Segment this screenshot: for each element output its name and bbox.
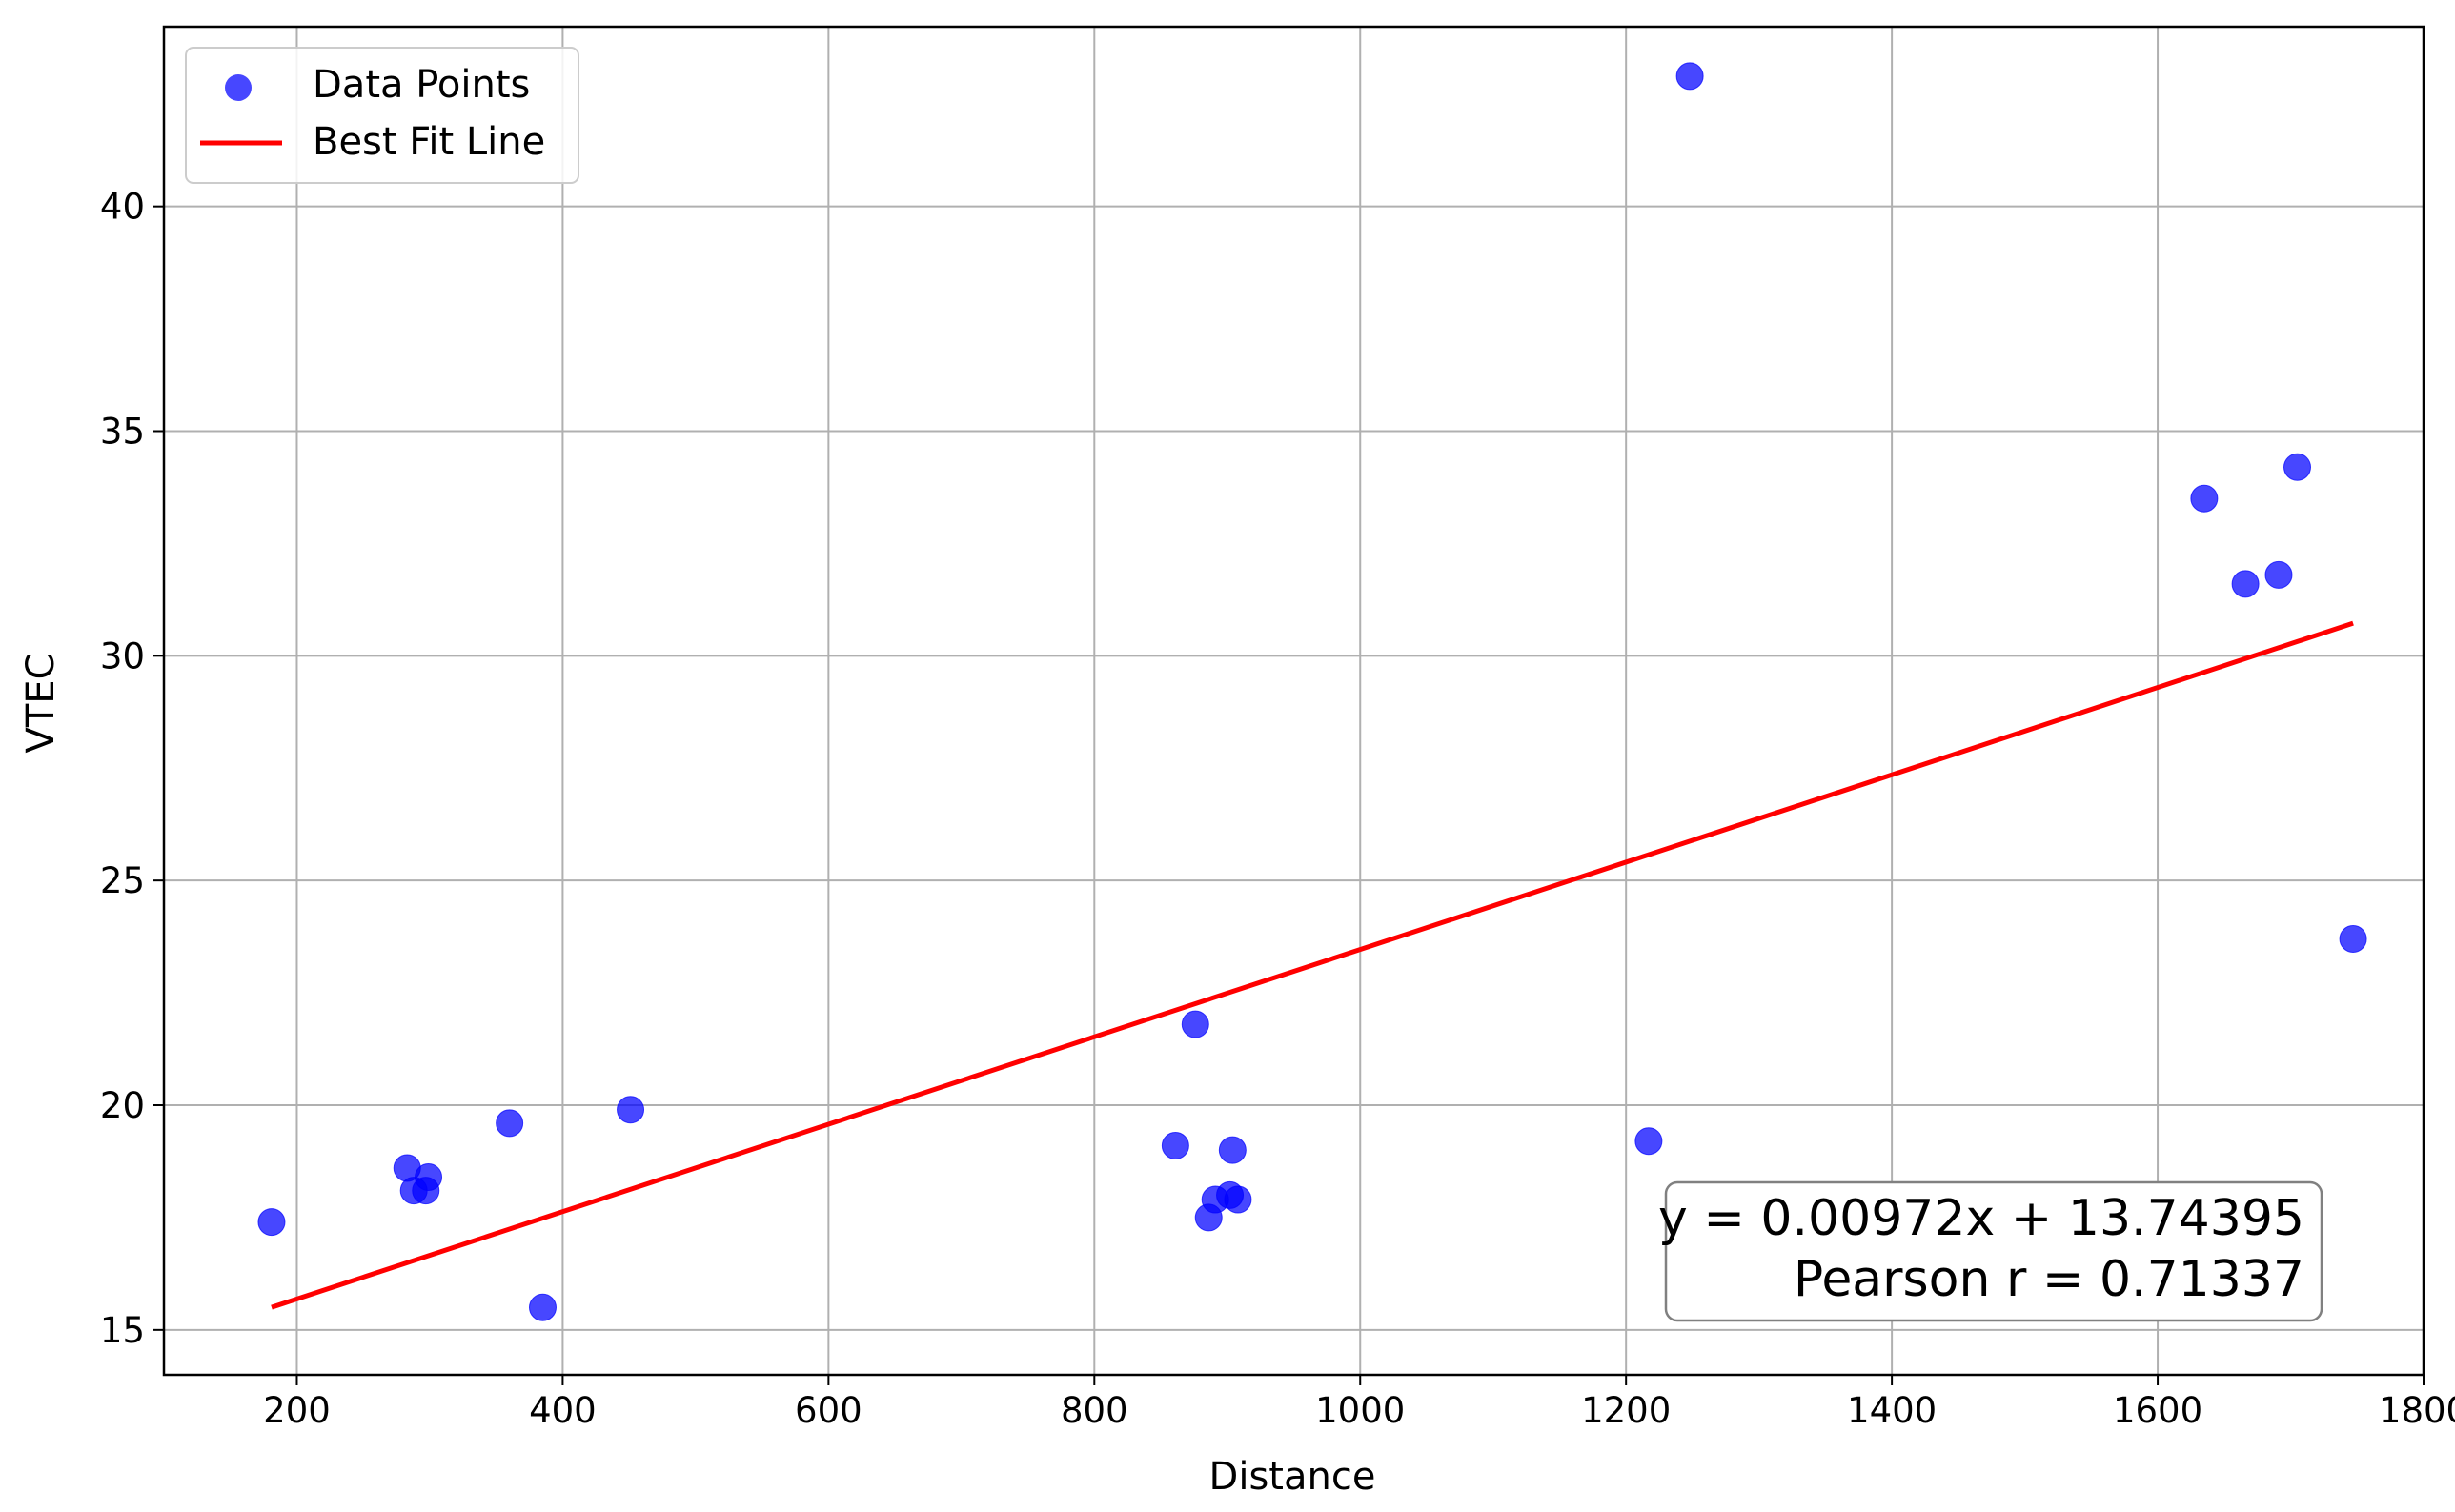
- x-tick-label: 1200: [1581, 1390, 1671, 1431]
- data-point: [2283, 453, 2312, 481]
- y-tick-label: 15: [100, 1310, 145, 1351]
- y-tick-label: 25: [100, 860, 145, 901]
- x-tick-label: 600: [795, 1390, 862, 1431]
- y-axis-ticks: 15 20 25 30 35 40: [100, 187, 164, 1351]
- data-point: [2264, 560, 2293, 589]
- plot-frame: [162, 25, 2425, 1377]
- data-point: [257, 1208, 286, 1237]
- data-point: [1181, 1010, 1209, 1038]
- data-point: [496, 1109, 524, 1138]
- x-tick-label: 1600: [2113, 1390, 2202, 1431]
- legend-marker-data-points: [225, 74, 252, 101]
- annotation-box: [1664, 1180, 2323, 1322]
- data-point: [2339, 924, 2367, 953]
- data-point: [1634, 1127, 1663, 1156]
- annotation-pearson: Pearson r = 0.71337: [1794, 1251, 2304, 1308]
- x-tick-label: 1800: [2379, 1390, 2455, 1431]
- x-tick-label: 200: [263, 1390, 331, 1431]
- legend-box: [185, 47, 579, 184]
- legend-label-best-fit-line: Best Fit Line: [313, 120, 545, 164]
- grid-lines: [164, 27, 2425, 1375]
- data-point: [617, 1096, 645, 1124]
- data-point: [415, 1162, 443, 1191]
- x-tick-label: 800: [1061, 1390, 1128, 1431]
- data-points-layer: [257, 62, 2367, 1321]
- x-axis-ticks: 200 400 600 800 1000 1200 1400 1600 1800: [263, 1375, 2455, 1431]
- x-tick-label: 1400: [1847, 1390, 1937, 1431]
- x-axis-label: Distance: [1209, 1455, 1376, 1499]
- legend: Data Points Best Fit Line: [185, 47, 579, 184]
- legend-label-data-points: Data Points: [313, 63, 530, 107]
- y-tick-label: 35: [100, 412, 145, 453]
- data-point: [528, 1293, 557, 1321]
- data-point: [2231, 570, 2260, 598]
- data-point: [1224, 1185, 1252, 1214]
- best-fit-line: [271, 620, 2354, 1310]
- y-tick-label: 30: [100, 635, 145, 676]
- data-point: [1161, 1131, 1189, 1159]
- annotation-equation: y = 0.00972x + 13.74395: [1658, 1190, 2304, 1247]
- x-tick-label: 400: [529, 1390, 597, 1431]
- y-tick-label: 20: [100, 1085, 145, 1126]
- x-tick-label: 1000: [1315, 1390, 1405, 1431]
- best-fit-layer: [271, 620, 2354, 1310]
- data-point: [1218, 1136, 1247, 1164]
- fit-annotation: y = 0.00972x + 13.74395 Pearson r = 0.71…: [1658, 1180, 2323, 1322]
- y-tick-label: 40: [100, 187, 145, 228]
- data-point: [1675, 62, 1704, 91]
- y-axis-label: VTEC: [19, 654, 63, 754]
- data-point: [2190, 484, 2219, 513]
